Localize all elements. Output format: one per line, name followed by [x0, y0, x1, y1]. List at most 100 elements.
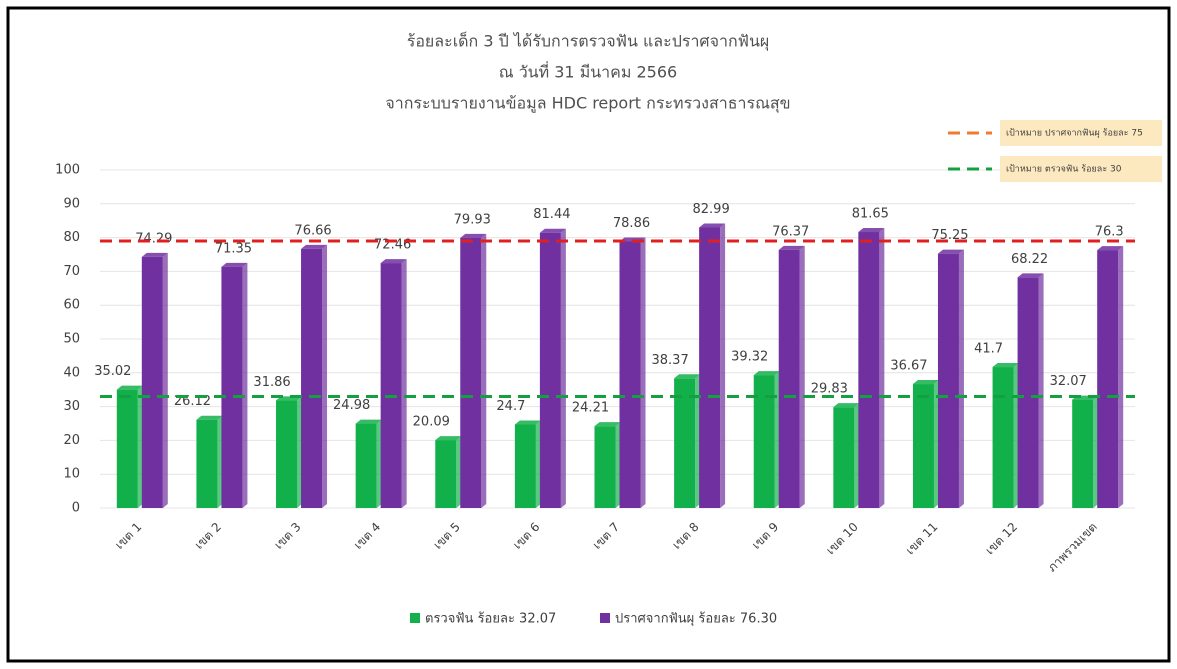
bar-side — [1013, 363, 1019, 508]
data-label: 31.86 — [253, 375, 290, 390]
bar-side — [535, 420, 541, 508]
chart-title: ร้อยละเด็ก 3 ปี ได้รับการตรวจฟัน และปราศ… — [407, 31, 770, 52]
bar-top — [699, 223, 726, 228]
bar-top — [937, 249, 964, 254]
bar-top — [301, 244, 328, 249]
bar-side — [162, 252, 168, 508]
bar — [778, 249, 800, 509]
bar-top — [858, 228, 885, 233]
bar — [221, 266, 243, 508]
bar-top — [1017, 273, 1044, 278]
bar-side — [958, 249, 964, 508]
data-label: 38.37 — [652, 353, 689, 368]
bar-top — [833, 403, 860, 408]
legend-swatch — [600, 613, 610, 623]
bar-top — [753, 371, 780, 376]
data-label: 81.65 — [852, 207, 889, 222]
bar-top — [460, 233, 487, 238]
y-tick-label: 60 — [63, 298, 80, 313]
bar-top — [594, 422, 621, 427]
bar — [116, 389, 138, 508]
bar-side — [456, 436, 462, 508]
bar-side — [1118, 246, 1124, 508]
bar-side — [799, 245, 805, 509]
data-label: 71.35 — [215, 241, 252, 256]
bar — [380, 263, 402, 508]
y-tick-label: 20 — [63, 433, 80, 448]
bar-top — [435, 436, 462, 441]
bar-top — [514, 420, 541, 425]
bar-side — [217, 415, 223, 508]
bar — [594, 426, 616, 508]
bar — [355, 423, 377, 508]
bar — [699, 227, 721, 508]
data-label: 24.21 — [572, 401, 609, 416]
bar-side — [774, 371, 780, 508]
bar — [833, 407, 855, 508]
bar — [937, 253, 959, 508]
data-label: 79.93 — [454, 212, 491, 227]
y-tick-label: 100 — [55, 163, 80, 178]
data-label: 76.66 — [294, 223, 331, 238]
y-tick-label: 70 — [63, 264, 80, 279]
bar — [992, 367, 1014, 508]
data-label: 81.44 — [533, 207, 570, 222]
legend-swatch — [410, 613, 420, 623]
bar-side — [933, 380, 939, 508]
data-label: 29.83 — [811, 382, 848, 397]
bar-side — [376, 419, 382, 508]
reference-legend-box — [1000, 156, 1162, 182]
frame — [6, 6, 1171, 663]
bar — [674, 378, 696, 508]
data-label: 78.86 — [613, 216, 650, 231]
data-label: 75.25 — [931, 228, 968, 243]
data-label: 76.3 — [1095, 225, 1124, 240]
data-label: 35.02 — [94, 364, 131, 379]
bar-top — [674, 374, 701, 379]
bar-side — [560, 228, 566, 509]
bar — [196, 419, 218, 508]
data-label: 72.46 — [374, 238, 411, 253]
bar-side — [879, 228, 885, 508]
chart-subtitle: จากระบบรายงานข้อมูล HDC report กระทรวงสา… — [385, 94, 790, 114]
bar-side — [720, 223, 726, 508]
data-label: 24.7 — [496, 399, 525, 414]
bar-top — [221, 262, 248, 267]
y-tick-label: 40 — [63, 365, 80, 380]
data-label: 36.67 — [890, 359, 927, 374]
bar-side — [297, 396, 303, 508]
bar — [858, 232, 880, 508]
y-tick-label: 30 — [63, 399, 80, 414]
y-tick-label: 50 — [63, 332, 80, 347]
bar-top — [116, 385, 143, 390]
y-tick-label: 10 — [63, 467, 80, 482]
data-label: 20.09 — [413, 415, 450, 430]
bar-top — [380, 259, 407, 264]
bar-side — [1093, 395, 1099, 508]
bar-side — [640, 237, 646, 509]
bar-side — [401, 259, 407, 508]
chart-subtitle: ณ วันที่ 31 มีนาคม 2566 — [499, 61, 677, 82]
bar-top — [539, 228, 566, 233]
bar-top — [196, 415, 223, 420]
bar — [1072, 399, 1094, 508]
legend-label: ตรวจฟัน ร้อยละ 32.07 — [425, 612, 556, 627]
reference-legend-label: เป้าหมาย ปราศจากฟันผุ ร้อยละ 75 — [1006, 128, 1143, 139]
bar — [276, 400, 298, 508]
data-label: 74.29 — [135, 231, 172, 246]
bar — [619, 241, 641, 509]
bar — [301, 248, 323, 508]
reference-legend-label: เป้าหมาย ตรวจฟัน ร้อยละ 30 — [1006, 164, 1122, 175]
data-label: 68.22 — [1011, 252, 1048, 267]
bar-top — [778, 245, 805, 250]
bar — [1097, 250, 1119, 508]
bar-top — [355, 419, 382, 424]
bar-side — [615, 422, 621, 508]
bar — [1017, 277, 1039, 508]
y-tick-label: 0 — [72, 501, 80, 516]
bar-side — [1038, 273, 1044, 508]
legend-label: ปราศจากฟันผุ ร้อยละ 76.30 — [615, 612, 777, 627]
bar — [141, 256, 163, 508]
y-tick-label: 80 — [63, 230, 80, 245]
